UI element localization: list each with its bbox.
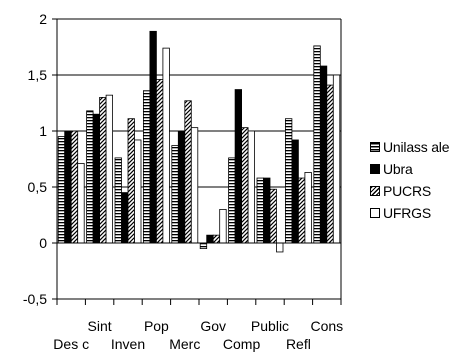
y-tick-label: 0 — [39, 235, 47, 251]
bar — [219, 208, 227, 244]
legend: Unilass ale Ubra PUCRS UFRGS — [370, 136, 470, 224]
bar — [228, 157, 236, 244]
bar — [319, 65, 328, 244]
x-tick-label: Gov — [200, 318, 226, 334]
bar — [291, 139, 299, 244]
bar — [206, 234, 214, 244]
bar — [114, 157, 122, 244]
bar — [284, 118, 293, 244]
legend-label: PUCRS — [383, 183, 432, 199]
bar — [149, 30, 157, 244]
bar — [297, 177, 306, 244]
bar — [241, 127, 249, 244]
bar — [199, 242, 208, 249]
bar — [155, 79, 164, 244]
bar — [57, 136, 66, 244]
x-tick-label: Des c — [53, 336, 89, 352]
bar — [86, 110, 94, 244]
legend-label: Unilass ale — [383, 139, 450, 155]
legend-swatch-icon — [370, 186, 380, 196]
legend-item: Ubra — [370, 158, 470, 180]
bar — [171, 145, 179, 244]
bar — [127, 118, 135, 244]
bar — [92, 113, 100, 244]
bar — [134, 139, 142, 244]
y-tick-label: 1,5 — [28, 67, 48, 83]
y-tick-label: -0,5 — [23, 291, 47, 307]
x-tick-label: Sint — [88, 318, 112, 334]
x-tick-label: Pop — [144, 318, 169, 334]
y-tick-label: 2 — [39, 11, 47, 27]
legend-swatch-icon — [370, 208, 380, 218]
bar — [121, 192, 129, 244]
bar — [313, 45, 321, 244]
y-tick-label: 1 — [39, 123, 47, 139]
legend-item: UFRGS — [370, 202, 470, 224]
x-tick-label: Merc — [169, 336, 200, 352]
y-tick-label: 0,5 — [28, 179, 48, 195]
bar — [326, 84, 334, 244]
bar — [142, 90, 151, 244]
bar — [162, 47, 170, 244]
bar — [276, 242, 284, 253]
legend-label: UFRGS — [383, 205, 432, 221]
bar — [105, 94, 113, 244]
bar — [190, 127, 199, 244]
x-tick-label: Cons — [310, 318, 343, 334]
x-tick-label: Comp — [223, 336, 261, 352]
bar — [212, 234, 221, 244]
bar — [263, 177, 271, 244]
bar — [184, 100, 192, 244]
bar — [99, 97, 107, 244]
bar — [247, 130, 256, 244]
x-tick-label: Refl — [286, 336, 311, 352]
legend-item: PUCRS — [370, 180, 470, 202]
bar — [234, 89, 243, 244]
bar — [304, 172, 312, 244]
x-tick-label: Inven — [111, 336, 145, 352]
legend-swatch-icon — [370, 142, 380, 152]
bar — [332, 74, 341, 244]
bar — [269, 188, 277, 244]
legend-item: Unilass ale — [370, 136, 470, 158]
bar — [64, 130, 72, 244]
x-tick-label: Public — [251, 318, 289, 334]
legend-swatch-icon — [370, 164, 380, 174]
bar — [70, 130, 79, 244]
bar — [256, 177, 264, 244]
legend-label: Ubra — [383, 161, 413, 177]
bar — [177, 130, 186, 244]
bar — [77, 163, 85, 244]
